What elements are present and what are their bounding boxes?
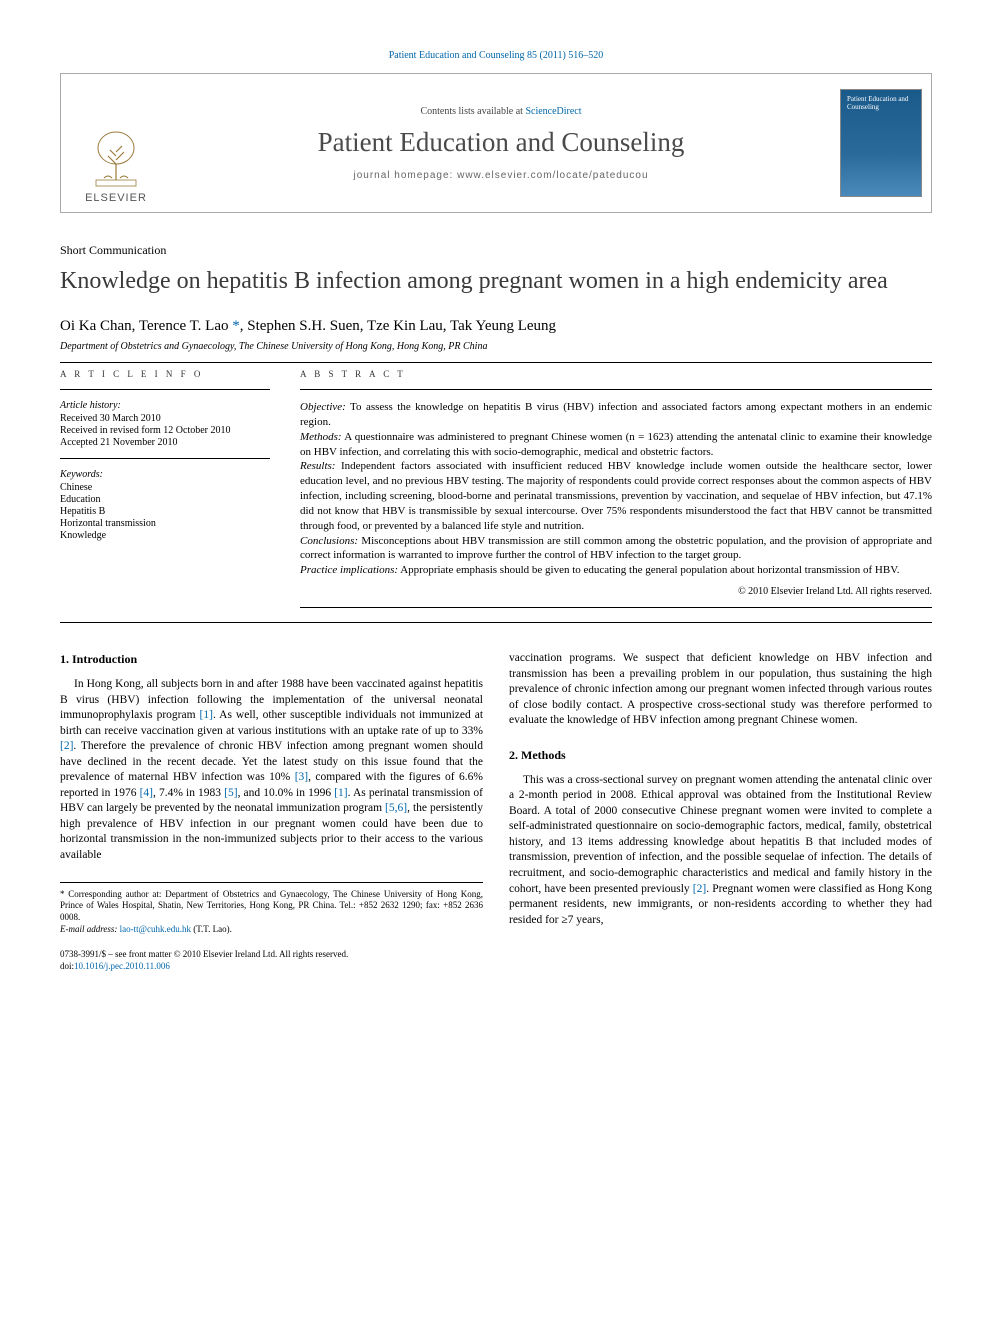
ref-link[interactable]: [3]	[295, 771, 308, 783]
label-practice: Practice implications:	[300, 564, 398, 576]
corr-author-text: * Corresponding author at: Department of…	[60, 889, 483, 924]
abstract-objective: Objective: To assess the knowledge on he…	[300, 400, 932, 430]
keyword: Hepatitis B	[60, 506, 270, 517]
email-link[interactable]: lao-tt@cuhk.edu.hk	[120, 924, 191, 934]
methods-text: This was a cross-sectional survey on pre…	[509, 774, 932, 895]
section-head-methods: 2. Methods	[509, 747, 932, 763]
abstract-head: A B S T R A C T	[300, 369, 932, 379]
meta-row: A R T I C L E I N F O Article history: R…	[60, 369, 932, 618]
abstract-conclusions: Conclusions: Misconceptions about HBV tr…	[300, 534, 932, 564]
article-info-head: A R T I C L E I N F O	[60, 369, 270, 379]
keyword: Horizontal transmission	[60, 518, 270, 529]
article-type: Short Communication	[60, 243, 932, 258]
author-5: Tak Yeung Leung	[450, 318, 556, 334]
abstract-copyright: © 2010 Elsevier Ireland Ltd. All rights …	[300, 586, 932, 597]
journal-header: ELSEVIER Contents lists available at Sci…	[60, 73, 932, 213]
journal-homepage-line: journal homepage: www.elsevier.com/locat…	[353, 170, 648, 181]
label-conclusions: Conclusions:	[300, 535, 358, 547]
journal-name: Patient Education and Counseling	[318, 127, 685, 158]
text-conclusions: Misconceptions about HBV transmission ar…	[300, 535, 932, 562]
publisher-name: ELSEVIER	[85, 192, 147, 204]
article-info-column: A R T I C L E I N F O Article history: R…	[60, 369, 270, 618]
ref-link[interactable]: [2]	[60, 740, 73, 752]
ref-link[interactable]: [5,6]	[385, 802, 407, 814]
corr-email-line: E-mail address: lao-tt@cuhk.edu.hk (T.T.…	[60, 924, 483, 936]
sciencedirect-link[interactable]: ScienceDirect	[525, 106, 581, 117]
mini-rule-1	[60, 389, 270, 390]
elsevier-tree-icon	[86, 128, 146, 188]
section-head-intro: 1. Introduction	[60, 651, 483, 667]
abstract-methods: Methods: A questionnaire was administere…	[300, 430, 932, 460]
history-label: Article history:	[60, 400, 270, 411]
ref-link[interactable]: [5]	[224, 787, 237, 799]
cover-title-text: Patient Education and Counseling	[841, 90, 921, 117]
author-4: Tze Kin Lau	[367, 318, 443, 334]
mini-rule-abs	[300, 389, 932, 390]
ref-link[interactable]: [1]	[200, 709, 213, 721]
rule-top	[60, 362, 932, 363]
keyword: Chinese	[60, 482, 270, 493]
homepage-url[interactable]: www.elsevier.com/locate/pateducou	[457, 170, 648, 181]
mini-rule-2	[60, 458, 270, 459]
intro-text: , and 10.0% in 1996	[238, 787, 335, 799]
publisher-logo-cell: ELSEVIER	[61, 74, 171, 212]
text-objective: To assess the knowledge on hepatitis B v…	[300, 401, 932, 428]
label-objective: Objective:	[300, 401, 346, 413]
keyword: Education	[60, 494, 270, 505]
issn-line: 0738-3991/$ – see front matter © 2010 El…	[60, 949, 483, 961]
text-methods: A questionnaire was administered to preg…	[300, 431, 932, 458]
abstract-column: A B S T R A C T Objective: To assess the…	[300, 369, 932, 618]
text-results: Independent factors associated with insu…	[300, 460, 932, 531]
running-head: Patient Education and Counseling 85 (201…	[60, 50, 932, 61]
text-practice: Appropriate emphasis should be given to …	[398, 564, 899, 576]
bottom-meta: 0738-3991/$ – see front matter © 2010 El…	[60, 949, 483, 972]
column-left: 1. Introduction In Hong Kong, all subjec…	[60, 651, 483, 973]
intro-continuation: vaccination programs. We suspect that de…	[509, 651, 932, 729]
doi-label: doi:	[60, 961, 74, 971]
ref-link[interactable]: [2]	[693, 883, 706, 895]
mini-rule-abs-bottom	[300, 607, 932, 608]
abstract-practice: Practice implications: Appropriate empha…	[300, 563, 932, 578]
body-columns: 1. Introduction In Hong Kong, all subjec…	[60, 651, 932, 973]
cover-cell: Patient Education and Counseling	[831, 74, 931, 212]
affiliation: Department of Obstetrics and Gynaecology…	[60, 341, 932, 352]
history-revised: Received in revised form 12 October 2010	[60, 425, 270, 436]
ref-link[interactable]: [4]	[140, 787, 153, 799]
doi-line: doi:10.1016/j.pec.2010.11.006	[60, 961, 483, 973]
intro-text: , 7.4% in 1983	[153, 787, 224, 799]
corresponding-star-icon: *	[228, 318, 239, 334]
keywords-label: Keywords:	[60, 469, 270, 480]
corresponding-footnote: * Corresponding author at: Department of…	[60, 882, 483, 936]
journal-cover-thumb: Patient Education and Counseling	[840, 89, 922, 197]
author-1: Oi Ka Chan	[60, 318, 132, 334]
author-3: Stephen S.H. Suen	[247, 318, 360, 334]
author-2: Terence T. Lao	[139, 318, 229, 334]
homepage-prefix: journal homepage:	[353, 170, 457, 181]
email-label: E-mail address:	[60, 924, 120, 934]
label-methods: Methods:	[300, 431, 342, 443]
abstract-results: Results: Independent factors associated …	[300, 459, 932, 533]
history-received: Received 30 March 2010	[60, 413, 270, 424]
label-results: Results:	[300, 460, 335, 472]
methods-paragraph: This was a cross-sectional survey on pre…	[509, 773, 932, 928]
ref-link[interactable]: [1]	[334, 787, 347, 799]
authors-line: Oi Ka Chan, Terence T. Lao *, Stephen S.…	[60, 318, 932, 335]
contents-available-line: Contents lists available at ScienceDirec…	[420, 106, 581, 117]
doi-link[interactable]: 10.1016/j.pec.2010.11.006	[74, 961, 170, 971]
contents-prefix: Contents lists available at	[420, 106, 525, 117]
rule-bottom	[60, 622, 932, 623]
email-suffix: (T.T. Lao).	[191, 924, 232, 934]
header-center: Contents lists available at ScienceDirec…	[171, 74, 831, 212]
history-accepted: Accepted 21 November 2010	[60, 437, 270, 448]
article-title: Knowledge on hepatitis B infection among…	[60, 266, 932, 296]
intro-paragraph: In Hong Kong, all subjects born in and a…	[60, 677, 483, 863]
keyword: Knowledge	[60, 530, 270, 541]
column-right: vaccination programs. We suspect that de…	[509, 651, 932, 973]
